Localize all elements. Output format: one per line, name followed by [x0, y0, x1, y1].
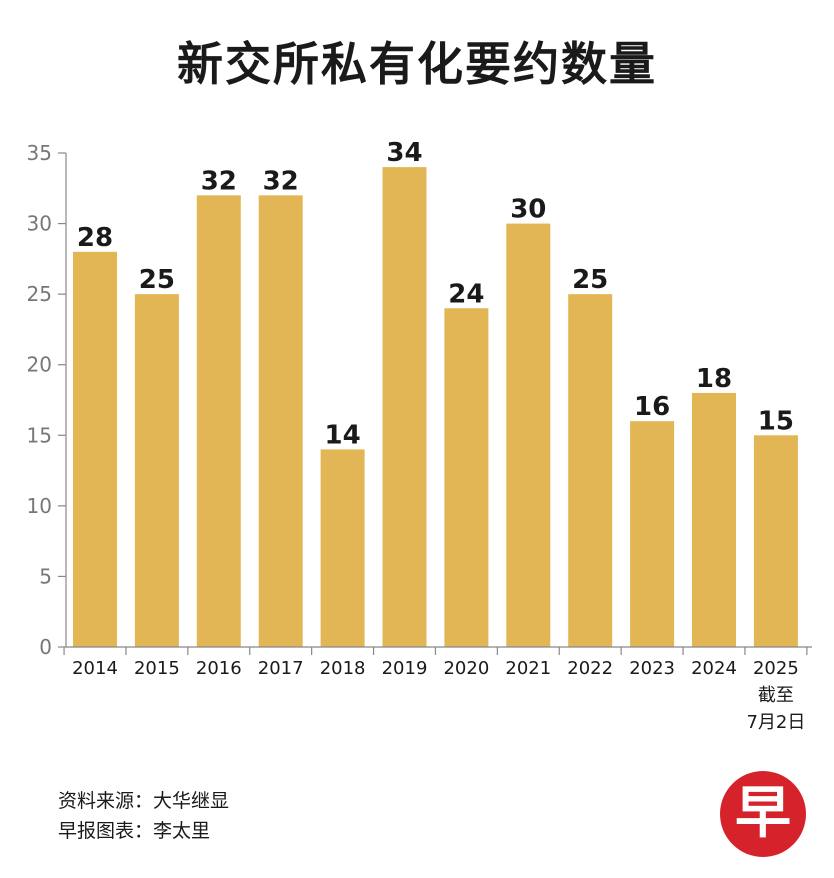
value-label-2016: 32	[201, 166, 237, 196]
x-tick-label-2019: 2019	[382, 658, 428, 679]
value-label-2021: 30	[510, 195, 546, 225]
zaobao-logo: 早	[720, 771, 806, 857]
bar-2021	[506, 223, 551, 648]
x-tick-label-2014: 2014	[72, 658, 118, 679]
value-label-2014: 28	[77, 223, 113, 253]
value-label-2019: 34	[386, 138, 422, 168]
value-label-2018: 14	[325, 420, 361, 450]
x-tick-label-2018: 2018	[320, 658, 366, 679]
x-note-2025-0: 截至	[758, 685, 794, 706]
value-label-2023: 16	[634, 392, 670, 422]
x-tick-label-2015: 2015	[134, 658, 180, 679]
logo-text: 早	[735, 781, 791, 846]
bar-2025	[753, 435, 798, 647]
y-tick-label-30: 30	[27, 212, 52, 236]
bar-2017	[258, 195, 303, 648]
bar-2016	[196, 195, 241, 648]
x-tick-label-2021: 2021	[505, 658, 551, 679]
bar-2014	[73, 251, 117, 648]
chart-title: 新交所私有化要约数量	[177, 37, 657, 91]
bar-2015	[134, 294, 179, 647]
y-tick-label-0: 0	[39, 635, 52, 659]
value-label-2025: 15	[758, 406, 794, 436]
x-tick-label-2024: 2024	[691, 658, 737, 679]
value-label-2022: 25	[572, 265, 608, 295]
bar-2020	[444, 308, 489, 647]
bar-2022	[568, 294, 613, 647]
y-tick-label-25: 25	[27, 282, 52, 306]
credit-note: 早报图表：李太里	[58, 820, 211, 842]
y-tick-label-35: 35	[27, 141, 52, 165]
source-note: 资料来源：大华继显	[58, 790, 230, 812]
x-tick-label-2017: 2017	[258, 658, 304, 679]
value-label-2024: 18	[696, 364, 732, 394]
x-tick-label-2022: 2022	[567, 658, 613, 679]
bar-2018	[320, 449, 365, 647]
x-tick-label-2023: 2023	[629, 658, 675, 679]
y-tick-label-10: 10	[27, 494, 52, 518]
bar-2024	[692, 392, 736, 647]
bar-2023	[630, 421, 675, 647]
x-tick-label-2016: 2016	[196, 658, 242, 679]
y-tick-label-15: 15	[27, 423, 52, 447]
y-tick-label-20: 20	[27, 353, 52, 377]
x-tick-label-2025: 2025	[753, 658, 799, 679]
value-label-2020: 24	[448, 279, 484, 309]
x-tick-label-2020: 2020	[443, 658, 489, 679]
bar-2019	[382, 167, 427, 647]
value-label-2017: 32	[263, 166, 299, 196]
y-tick-label-5: 5	[39, 564, 52, 588]
x-note-2025-1: 7月2日	[746, 712, 805, 733]
value-label-2015: 25	[139, 265, 175, 295]
